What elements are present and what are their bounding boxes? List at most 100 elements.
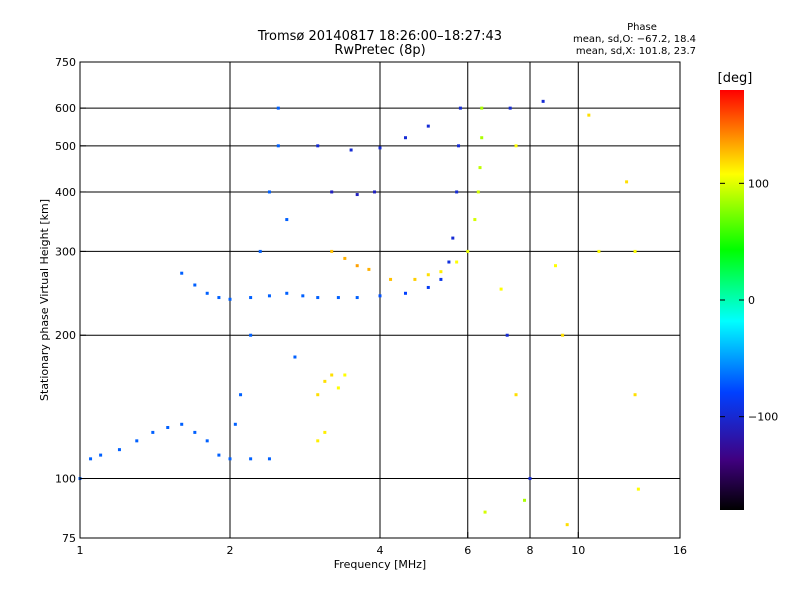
colorbar-ticks: 100 0 −100 [720,177,778,424]
data-point [193,430,197,434]
colorbar-tick-label: −100 [748,411,778,424]
data-point [249,333,253,337]
y-axis-ticks: 75 100 200 300 400 500 600 750 [55,56,86,545]
data-point [597,249,601,253]
data-point [285,291,289,295]
data-point [330,373,334,377]
data-point [99,453,103,457]
data-point [117,448,121,452]
y-tick-label: 100 [55,473,76,486]
data-point [349,148,353,152]
data-point [447,260,451,264]
phase-stats-o: mean, sd,O: −67.2, 18.4 [573,34,696,45]
data-points [78,99,640,527]
x-tick-label: 6 [464,544,471,557]
phase-stats-title: Phase [627,22,657,33]
data-point [466,249,470,253]
data-point [316,439,320,443]
data-point [180,271,184,275]
data-point [276,144,280,148]
y-tick-label: 600 [55,102,76,115]
data-point [523,498,527,502]
data-point [285,218,289,222]
data-point [343,256,347,260]
data-point [323,379,327,383]
x-tick-label: 2 [227,544,234,557]
data-point [276,106,280,110]
colorbar-tick-label: 100 [748,177,769,190]
data-point [455,260,459,264]
data-point [378,294,382,298]
data-point [239,393,243,397]
data-point [355,264,359,268]
data-point [89,457,93,461]
y-tick-label: 300 [55,245,76,258]
phase-stats-x: mean, sd,X: 101.8, 23.7 [576,46,696,57]
data-point [508,106,512,110]
x-axis-label: Frequency [MHz] [334,558,426,571]
data-point [514,393,518,397]
data-point [355,193,359,197]
data-point [426,285,430,289]
data-point [625,180,629,184]
data-point [316,393,320,397]
grid-lines [80,62,680,538]
data-point [528,477,532,481]
data-point [413,277,417,281]
data-point [228,297,232,301]
data-point [457,144,461,148]
data-point [267,457,271,461]
data-point [451,236,455,240]
x-tick-label: 8 [527,544,534,557]
y-tick-label: 400 [55,186,76,199]
data-point [426,124,430,128]
data-point [439,270,443,274]
data-point [330,249,334,253]
data-point [180,422,184,426]
data-point [166,425,170,429]
data-point [439,277,443,281]
colorbar-label: [deg] [718,71,753,86]
data-point [633,249,637,253]
data-point [205,291,209,295]
data-point [553,264,557,268]
data-point [473,218,477,222]
data-point [633,393,637,397]
data-point [343,373,347,377]
data-point [455,190,459,194]
data-point [316,144,320,148]
data-point [483,510,487,514]
data-point [301,294,305,298]
data-point [228,457,232,461]
data-point [476,190,480,194]
x-axis-ticks: 1 2 4 6 8 10 16 [77,532,687,557]
data-point [330,190,334,194]
data-point [636,487,640,491]
data-point [267,190,271,194]
x-tick-label: 10 [571,544,585,557]
data-point [205,439,209,443]
data-point [267,294,271,298]
data-point [217,296,221,300]
data-point [541,99,545,103]
data-point [561,333,565,337]
data-point [389,277,393,281]
data-point [378,146,382,150]
chart-subtitle: RwPretec (8p) [334,43,425,58]
data-point [135,439,139,443]
x-tick-label: 1 [77,544,84,557]
data-point [426,273,430,277]
data-point [478,166,482,170]
data-point [249,457,253,461]
data-point [587,113,591,117]
data-point [514,144,518,148]
data-point [316,296,320,300]
data-point [480,136,484,140]
data-point [403,291,407,295]
data-point [293,355,297,359]
y-tick-label: 200 [55,329,76,342]
data-point [249,296,253,300]
data-point [565,523,569,527]
data-point [151,430,155,434]
data-point [336,296,340,300]
